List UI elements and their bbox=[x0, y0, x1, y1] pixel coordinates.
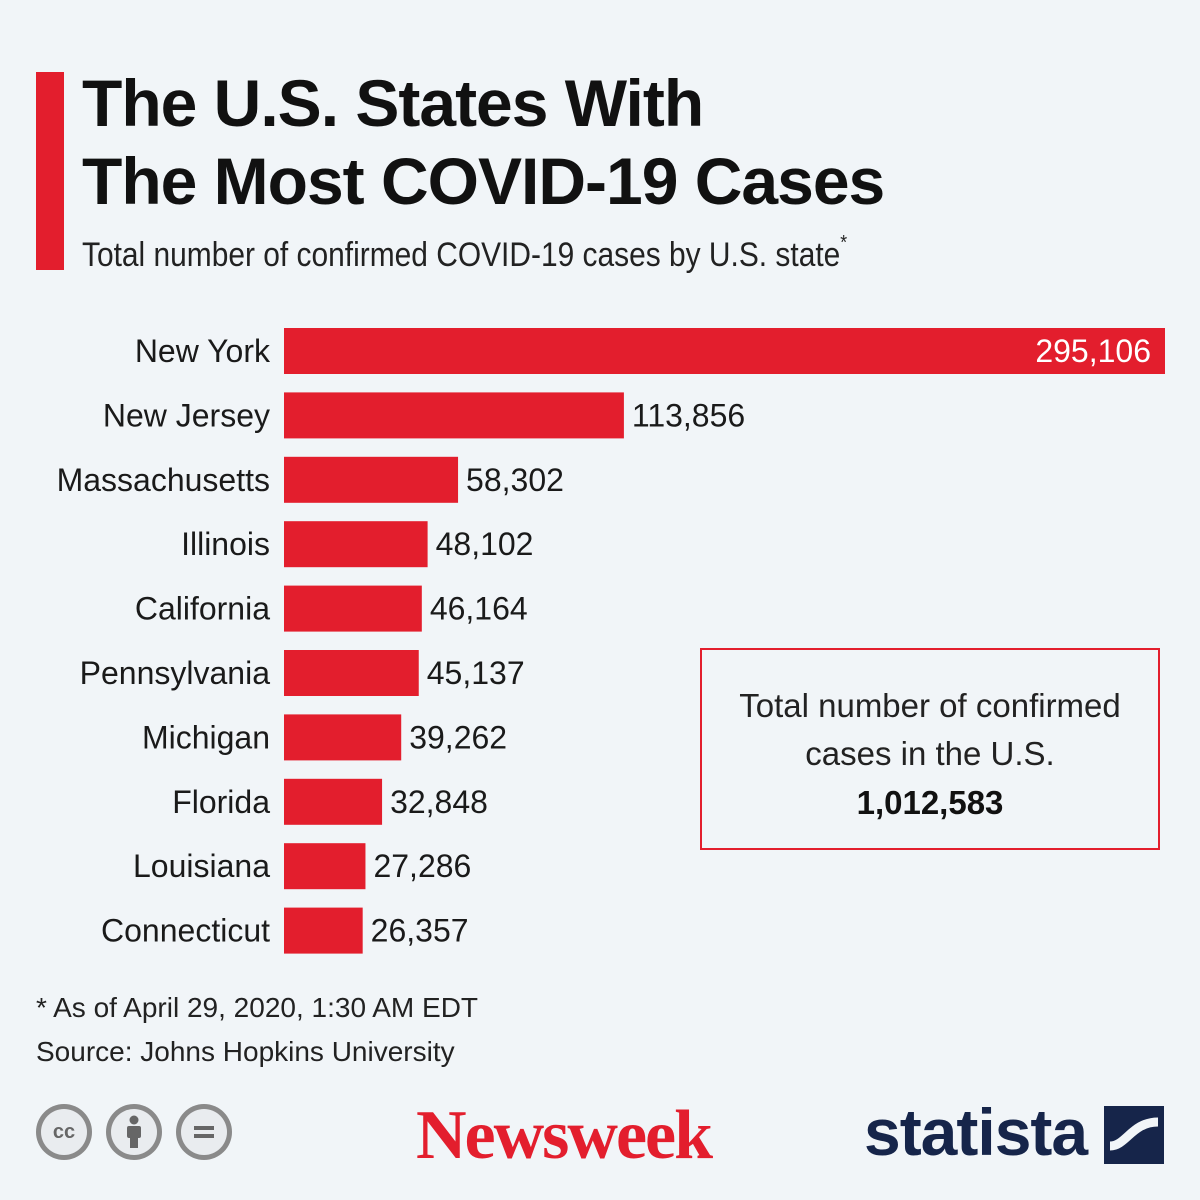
bar-connecticut bbox=[284, 907, 363, 954]
license-icons: cc bbox=[36, 1104, 232, 1160]
page-title: The U.S. States With The Most COVID-19 C… bbox=[82, 64, 885, 220]
title-line-1: The U.S. States With bbox=[82, 66, 704, 140]
value-label: 26,357 bbox=[371, 913, 469, 949]
bar-california bbox=[284, 585, 422, 632]
total-cases-box: Total number of confirmed cases in the U… bbox=[700, 648, 1160, 850]
value-label: 58,302 bbox=[466, 462, 564, 498]
value-label: 32,848 bbox=[390, 784, 488, 820]
bar-illinois bbox=[284, 521, 428, 568]
bar-pennsylvania bbox=[284, 650, 419, 696]
newsweek-logo[interactable]: Newsweek bbox=[416, 1097, 713, 1174]
category-label: Louisiana bbox=[133, 848, 270, 884]
cc-icon[interactable]: cc bbox=[36, 1104, 92, 1160]
subtitle-footnote-marker: * bbox=[840, 232, 848, 254]
bar-new-jersey bbox=[284, 392, 624, 439]
category-label: Connecticut bbox=[101, 913, 270, 949]
category-label: Florida bbox=[172, 784, 270, 820]
category-label: Illinois bbox=[181, 526, 270, 562]
source-note: Source: Johns Hopkins University bbox=[36, 1036, 455, 1067]
total-cases-label: Total number of confirmed cases in the U… bbox=[739, 687, 1121, 772]
value-label: 113,856 bbox=[632, 397, 745, 433]
category-label: Pennsylvania bbox=[80, 655, 271, 691]
value-label: 48,102 bbox=[436, 526, 534, 562]
value-label: 45,137 bbox=[427, 655, 525, 691]
value-label: 46,164 bbox=[430, 591, 528, 627]
subtitle: Total number of confirmed COVID-19 cases… bbox=[82, 232, 847, 275]
bar-new-york bbox=[284, 328, 1165, 374]
value-label: 295,106 bbox=[1035, 333, 1151, 369]
footnote: * As of April 29, 2020, 1:30 AM EDT bbox=[36, 992, 479, 1023]
statista-mark-icon bbox=[1104, 1106, 1164, 1164]
value-label: 27,286 bbox=[373, 848, 471, 884]
title-line-2: The Most COVID-19 Cases bbox=[82, 144, 885, 218]
category-label: New Jersey bbox=[103, 397, 270, 433]
bar-florida bbox=[284, 778, 383, 825]
attribution-icon[interactable] bbox=[106, 1104, 162, 1160]
bar-chart: New York 295,106 New Jersey 113,856 Massachu… bbox=[57, 328, 1165, 954]
bar-louisiana bbox=[284, 843, 366, 890]
total-cases-value: 1,012,583 bbox=[856, 784, 1004, 821]
subtitle-text: Total number of confirmed COVID-19 cases… bbox=[82, 236, 841, 274]
value-label: 39,262 bbox=[409, 719, 507, 755]
category-label: New York bbox=[135, 333, 271, 369]
title-accent-bar bbox=[36, 72, 64, 270]
category-label: California bbox=[135, 591, 270, 627]
bar-massachusetts bbox=[284, 456, 459, 503]
category-label: Michigan bbox=[142, 719, 270, 755]
statista-logo[interactable]: statista bbox=[864, 1095, 1088, 1169]
category-label: Massachusetts bbox=[57, 462, 270, 498]
bar-michigan bbox=[284, 714, 402, 761]
no-derivatives-icon[interactable] bbox=[176, 1104, 232, 1160]
